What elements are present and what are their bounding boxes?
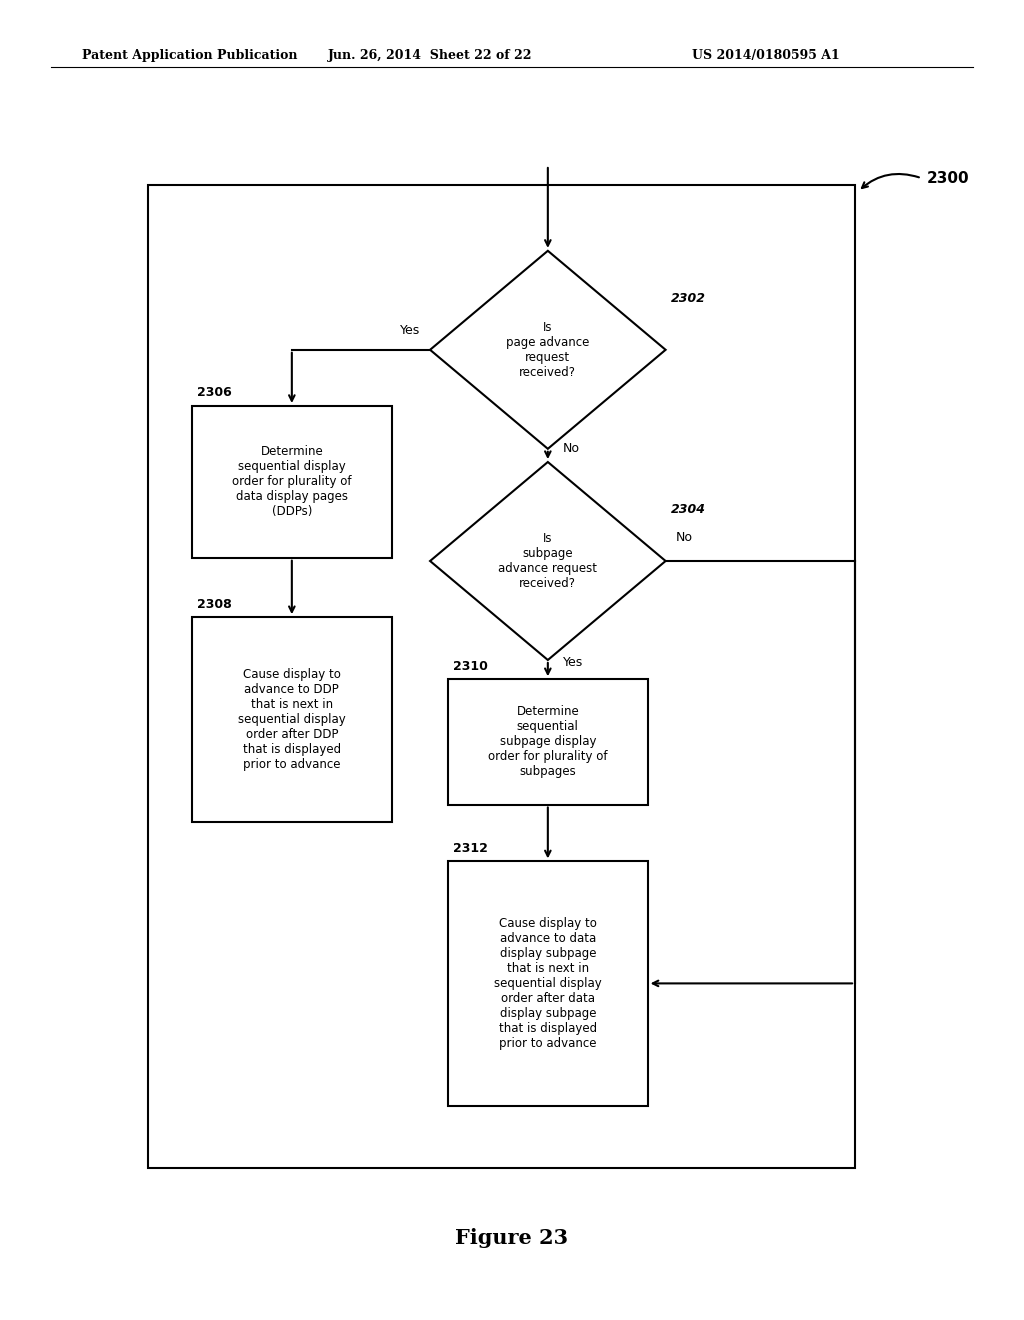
Text: No: No: [563, 442, 581, 455]
Text: 2300: 2300: [927, 170, 970, 186]
Text: Is
subpage
advance request
received?: Is subpage advance request received?: [499, 532, 597, 590]
Text: Yes: Yes: [563, 656, 584, 669]
Text: Cause display to
advance to data
display subpage
that is next in
sequential disp: Cause display to advance to data display…: [494, 917, 602, 1049]
Text: 2306: 2306: [197, 387, 231, 399]
Text: Determine
sequential
subpage display
order for plurality of
subpages: Determine sequential subpage display ord…: [488, 705, 607, 779]
Text: Jun. 26, 2014  Sheet 22 of 22: Jun. 26, 2014 Sheet 22 of 22: [328, 49, 532, 62]
Bar: [191, 407, 391, 557]
Text: 2304: 2304: [671, 503, 706, 516]
Text: Yes: Yes: [399, 323, 420, 337]
Text: 2302: 2302: [671, 292, 706, 305]
Text: 2312: 2312: [453, 842, 488, 855]
Text: 2308: 2308: [197, 598, 231, 610]
Text: US 2014/0180595 A1: US 2014/0180595 A1: [692, 49, 840, 62]
Bar: [148, 185, 855, 1168]
Text: No: No: [676, 531, 693, 544]
Text: 2310: 2310: [453, 660, 488, 672]
Text: Is
page advance
request
received?: Is page advance request received?: [506, 321, 590, 379]
Bar: [449, 678, 648, 804]
Text: Cause display to
advance to DDP
that is next in
sequential display
order after D: Cause display to advance to DDP that is …: [238, 668, 346, 771]
Bar: [191, 618, 391, 821]
Text: Determine
sequential display
order for plurality of
data display pages
(DDPs): Determine sequential display order for p…: [232, 445, 351, 519]
Text: Figure 23: Figure 23: [456, 1228, 568, 1249]
Bar: [449, 861, 648, 1106]
Text: Patent Application Publication: Patent Application Publication: [82, 49, 297, 62]
